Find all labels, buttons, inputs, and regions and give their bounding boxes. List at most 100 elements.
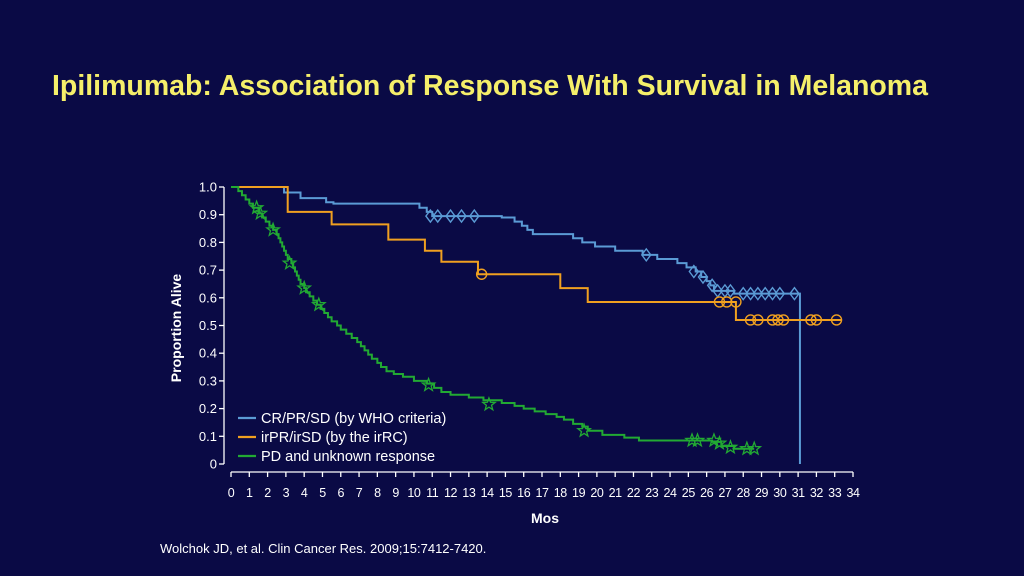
censor-diamond (706, 278, 718, 293)
censor-diamond (767, 286, 778, 301)
legend-label: PD and unknown response (261, 449, 435, 465)
x-tick-label: 31 (792, 486, 806, 500)
censor-star (689, 432, 706, 448)
x-tick-label: 6 (337, 486, 344, 500)
y-tick-label: 0.6 (199, 290, 217, 305)
censor-star (265, 221, 282, 237)
censor-circle (830, 314, 843, 326)
series-0 (231, 186, 801, 464)
y-tick-label: 0 (210, 457, 217, 472)
censor-star (576, 422, 593, 438)
x-tick-label: 3 (283, 486, 290, 500)
censor-star (480, 396, 497, 412)
x-tick-label: 5 (319, 486, 326, 500)
x-tick-label: 12 (444, 486, 458, 500)
censor-star (248, 199, 265, 215)
x-tick-label: 13 (462, 486, 476, 500)
series-line (231, 186, 843, 321)
x-tick-label: 18 (554, 486, 568, 500)
x-tick-label: 11 (426, 486, 439, 500)
x-tick-label: 23 (645, 486, 659, 500)
censor-star (310, 296, 327, 312)
x-tick-label: 20 (590, 486, 604, 500)
y-tick-label: 0.5 (199, 318, 217, 333)
censor-circle (713, 296, 726, 308)
x-tick-label: 10 (407, 486, 421, 500)
x-tick-label: 2 (264, 486, 271, 500)
censor-circle (810, 314, 823, 326)
x-tick-label: 21 (609, 486, 623, 500)
x-tick-label: 27 (718, 486, 732, 500)
x-axis-label: Mos (531, 510, 559, 526)
censor-diamond (445, 208, 456, 224)
censor-diamond (774, 286, 786, 301)
censor-star (281, 254, 298, 270)
x-tick-label: 33 (828, 486, 842, 500)
censor-circle (777, 314, 790, 326)
censor-diamond (759, 286, 771, 301)
x-tick-label: 15 (499, 486, 513, 500)
x-tick-label: 28 (737, 486, 751, 500)
y-tick-label: 0.9 (199, 207, 217, 222)
censor-star (296, 279, 313, 295)
slide-title: Ipilimumab: Association of Response With… (52, 70, 928, 102)
series-2 (231, 186, 763, 456)
chart-axes: 00.10.20.30.40.50.60.70.80.91.00 1 2 3 4 5 6 7 8… (168, 180, 860, 527)
x-tick-label: 32 (810, 486, 824, 500)
censor-diamond (456, 208, 467, 224)
x-tick-label: 26 (700, 486, 714, 500)
x-tick-label: 24 (664, 486, 678, 500)
censor-diamond (745, 286, 756, 301)
censor-star (420, 376, 437, 392)
censor-diamond (425, 208, 436, 224)
x-tick-label: 7 (356, 486, 363, 500)
censor-diamond (688, 264, 700, 279)
censor-diamond (752, 286, 764, 301)
chart-legend: CR/PR/SD (by WHO criteria) irPR/irSD (by … (238, 411, 446, 465)
censor-star (722, 438, 739, 455)
censor-diamond (789, 286, 800, 301)
censor-circle (475, 268, 488, 280)
x-tick-label: 16 (517, 486, 531, 500)
censor-circle (744, 314, 757, 326)
x-tick-label: 9 (392, 486, 399, 500)
y-tick-label: 1.0 (199, 180, 217, 195)
citation: Wolchok JD, et al. Clin Cancer Res. 2009… (160, 541, 487, 556)
x-tick-label: 30 (773, 486, 787, 500)
censor-circle (805, 314, 817, 326)
censor-star (684, 432, 700, 448)
legend-label: irPR/irSD (by the irRC) (261, 430, 408, 446)
legend-label: CR/PR/SD (by WHO criteria) (261, 411, 446, 427)
x-tick-label: 0 (228, 486, 235, 500)
censor-star (746, 440, 763, 456)
censor-diamond (640, 247, 652, 263)
censor-circle (772, 314, 784, 326)
x-tick-label: 17 (535, 486, 549, 500)
y-tick-label: 0.4 (199, 346, 217, 361)
x-tick-label: 25 (682, 486, 696, 500)
y-tick-label: 0.2 (199, 401, 217, 416)
x-tick-label: 22 (627, 486, 641, 500)
censor-circle (752, 314, 764, 326)
censor-star (252, 204, 269, 221)
censor-circle (766, 314, 779, 326)
censor-diamond (725, 283, 736, 299)
censor-diamond (697, 269, 709, 285)
censor-diamond (432, 208, 444, 224)
x-tick-label: 4 (301, 486, 308, 500)
x-tick-label: 19 (572, 486, 586, 500)
series-line (231, 186, 755, 450)
censor-star (711, 434, 728, 451)
censor-circle (730, 296, 742, 308)
y-tick-label: 0.1 (199, 429, 217, 444)
censor-diamond (737, 286, 749, 301)
censor-circle (721, 296, 733, 308)
x-tick-label: 34 (846, 486, 860, 500)
series-1 (231, 186, 843, 326)
y-tick-label: 0.8 (199, 235, 217, 250)
x-tick-label: 29 (755, 486, 769, 500)
y-axis-label: Proportion Alive (168, 274, 184, 383)
chart-series (231, 186, 843, 464)
y-tick-label: 0.7 (199, 263, 217, 278)
